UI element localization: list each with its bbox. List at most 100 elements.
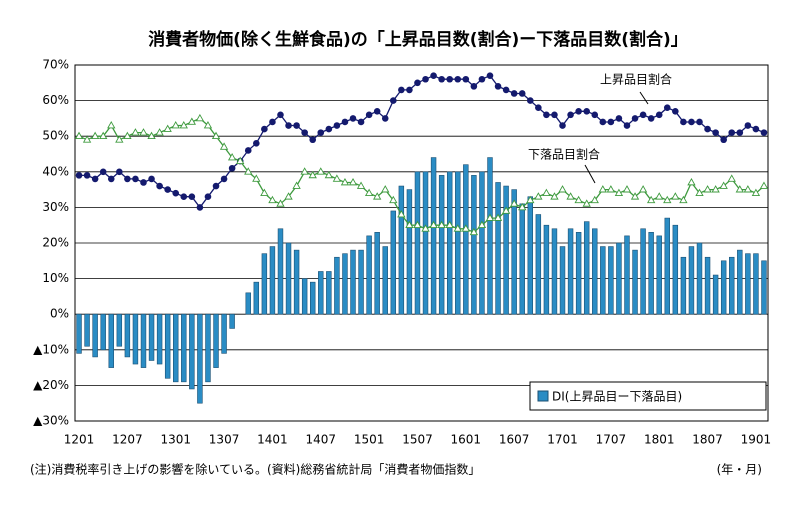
marker xyxy=(551,111,558,119)
marker xyxy=(139,128,148,136)
marker xyxy=(655,111,663,119)
marker xyxy=(349,115,357,122)
marker xyxy=(526,97,534,104)
marker xyxy=(244,167,253,175)
marker xyxy=(712,129,719,136)
y-tick-label: 20% xyxy=(42,236,69,250)
bar xyxy=(737,249,743,315)
bar xyxy=(108,313,114,368)
bar xyxy=(640,228,646,315)
marker xyxy=(228,164,236,172)
x-tick-label: 1701 xyxy=(547,433,578,447)
x-tick-label: 1307 xyxy=(209,433,240,447)
marker xyxy=(406,86,413,94)
marker xyxy=(606,185,616,193)
marker xyxy=(679,195,688,204)
marker xyxy=(646,195,656,204)
bar xyxy=(366,235,372,315)
bar xyxy=(213,313,219,368)
marker xyxy=(445,220,454,229)
marker xyxy=(373,192,382,200)
bar xyxy=(430,157,437,315)
bar xyxy=(753,253,759,315)
marker xyxy=(493,213,503,221)
marker xyxy=(671,192,680,200)
marker xyxy=(735,185,744,193)
marker xyxy=(316,167,325,175)
bar xyxy=(535,214,542,315)
bar xyxy=(277,228,284,315)
marker xyxy=(195,113,205,122)
marker xyxy=(196,204,204,211)
marker xyxy=(485,213,495,221)
marker xyxy=(414,79,421,87)
marker xyxy=(277,111,284,119)
x-tick-label: 1901 xyxy=(741,433,772,447)
bar xyxy=(608,246,614,315)
x-tick-label: 1501 xyxy=(354,433,385,447)
marker xyxy=(389,195,398,204)
bar xyxy=(221,313,227,354)
marker xyxy=(760,129,768,136)
marker xyxy=(575,107,582,115)
bar xyxy=(511,189,517,315)
bar xyxy=(406,189,413,315)
marker xyxy=(639,111,647,119)
bar xyxy=(261,253,268,315)
marker xyxy=(357,118,365,126)
marker xyxy=(252,174,261,182)
bar xyxy=(761,260,767,315)
marker xyxy=(398,86,405,94)
marker xyxy=(590,195,599,204)
x-tick-label: 1407 xyxy=(305,433,336,447)
marker xyxy=(598,185,607,193)
marker xyxy=(227,153,237,161)
marker xyxy=(567,111,574,119)
marker xyxy=(381,115,389,122)
x-tick-label: 1507 xyxy=(402,433,433,447)
bar xyxy=(301,278,308,315)
bar xyxy=(132,313,139,365)
y-tick-label: 30% xyxy=(42,200,69,214)
marker xyxy=(180,193,188,201)
bar xyxy=(164,313,171,379)
y-tick-label: ▲10% xyxy=(33,342,69,356)
marker xyxy=(486,72,494,79)
bar xyxy=(616,242,622,315)
marker xyxy=(559,122,566,129)
marker xyxy=(704,125,711,133)
marker xyxy=(156,182,163,190)
marker xyxy=(453,224,462,232)
label-pointer xyxy=(639,91,649,105)
bar xyxy=(527,196,534,315)
marker xyxy=(623,122,631,129)
marker xyxy=(752,125,760,133)
marker xyxy=(422,75,429,83)
bar xyxy=(124,313,131,358)
marker xyxy=(599,118,607,126)
marker xyxy=(107,121,116,129)
bar xyxy=(503,185,509,315)
marker xyxy=(187,117,197,125)
bar xyxy=(285,242,292,315)
marker xyxy=(518,202,527,211)
marker xyxy=(688,118,695,126)
marker xyxy=(220,175,228,183)
bar xyxy=(350,249,356,315)
y-tick-label: 60% xyxy=(42,93,69,107)
bar xyxy=(479,171,485,315)
marker xyxy=(647,115,655,122)
bar xyxy=(140,313,147,368)
marker xyxy=(83,172,91,179)
bar xyxy=(559,246,566,315)
marker xyxy=(614,188,624,197)
marker xyxy=(308,170,317,179)
marker xyxy=(663,104,671,112)
marker xyxy=(574,195,583,204)
bar xyxy=(100,313,106,351)
y-tick-label: 40% xyxy=(42,164,69,178)
marker xyxy=(341,118,349,126)
bar xyxy=(696,242,703,315)
marker xyxy=(518,90,526,97)
marker xyxy=(501,206,511,214)
